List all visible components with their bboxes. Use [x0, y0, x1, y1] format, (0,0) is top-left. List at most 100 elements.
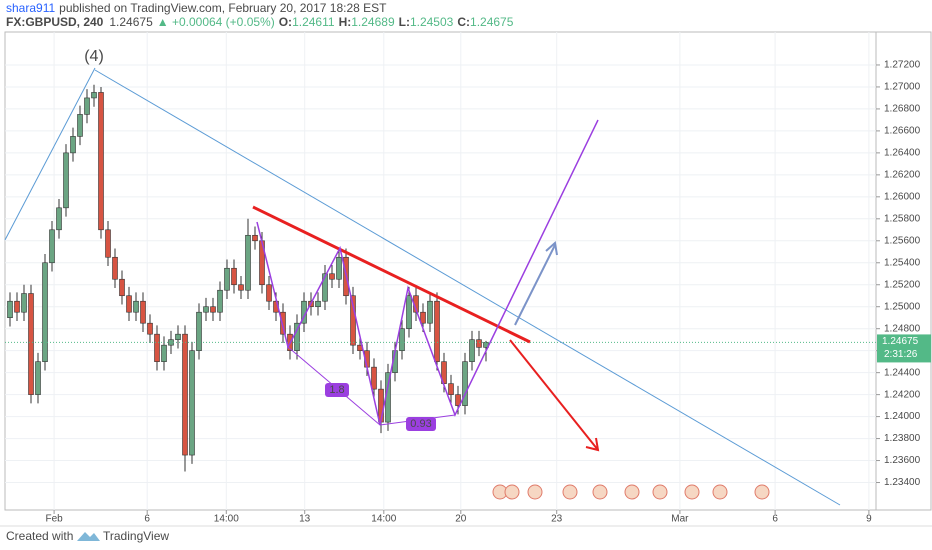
header-line-2: FX:GBPUSD, 240 1.24675 ▲ +0.00064 (+0.05%)… — [6, 15, 514, 29]
o-value: 1.24611 — [292, 15, 335, 29]
candle-body — [280, 311, 286, 335]
zigzag — [256, 119, 599, 426]
logo — [77, 532, 100, 541]
y-tick-label: 1.25400 — [884, 257, 921, 268]
candle-body — [140, 300, 146, 324]
event-icon[interactable] — [754, 484, 770, 500]
y-tick-label: 1.25200 — [884, 279, 921, 290]
x-tick-label: 20 — [455, 514, 467, 525]
candle-body — [35, 361, 41, 395]
candle-body — [406, 295, 412, 329]
candle-body — [175, 333, 181, 340]
event-icon[interactable] — [624, 484, 640, 500]
candle-body — [126, 295, 132, 313]
ratio-label: 1.8 — [329, 384, 344, 396]
y-tick-label: 1.27000 — [884, 82, 921, 93]
candle-body — [105, 229, 111, 258]
candle-body — [294, 322, 300, 351]
candle-body — [84, 97, 90, 115]
trend-line — [94, 69, 841, 506]
event-icon[interactable] — [527, 484, 543, 500]
c-value: 1.24675 — [470, 15, 514, 29]
candle-body — [182, 333, 188, 456]
candle-body — [469, 339, 475, 362]
candle-body — [147, 322, 153, 335]
y-tick-label: 1.26600 — [884, 126, 921, 137]
candle-body — [245, 234, 251, 291]
candle-body — [161, 344, 167, 362]
y-tick-label: 1.24400 — [884, 367, 921, 378]
footer-brand[interactable]: TradingView — [103, 529, 169, 543]
published: published on TradingView.com, February 2… — [59, 1, 387, 15]
candle-body — [196, 311, 202, 351]
candle-body — [49, 229, 55, 264]
candle-body — [154, 333, 160, 362]
y-tick-label: 1.27200 — [884, 60, 921, 71]
candle-body — [91, 92, 97, 99]
x-tick-label: 6 — [144, 514, 150, 525]
event-icon[interactable] — [592, 484, 608, 500]
x-tick-label: 14:00 — [371, 514, 396, 525]
candle-body — [252, 234, 258, 242]
candle-body — [399, 328, 405, 351]
candle-body — [56, 207, 62, 231]
h-label: H: — [339, 15, 352, 29]
y-tick-label: 1.26000 — [884, 191, 921, 202]
candle-body — [434, 300, 440, 362]
y-tick-label: 1.26400 — [884, 148, 921, 159]
candle-body — [14, 300, 20, 313]
grid: 1.27200 1.27000 1.26800 1.26600 1.26400 1.262… — [5, 31, 932, 525]
candle-body — [77, 114, 83, 137]
candle-body — [7, 300, 13, 319]
y-tick-label: 1.23800 — [884, 433, 921, 444]
resistance-line — [252, 205, 531, 344]
candle-body — [70, 136, 76, 154]
candle-body — [371, 366, 377, 390]
candle-body — [203, 306, 209, 313]
candle-body — [217, 289, 223, 313]
y-tick-label: 1.24800 — [884, 323, 921, 334]
candle-body — [350, 295, 356, 346]
y-tick-label: 1.24000 — [884, 411, 921, 422]
candle-body — [476, 339, 482, 348]
x-tick-label: 9 — [866, 514, 872, 525]
candle-body — [224, 267, 230, 291]
last-price-label: 1.24675 — [882, 336, 919, 347]
arrow-head — [585, 437, 600, 452]
x-tick-label: 6 — [772, 514, 778, 525]
y-tick-label: 1.23600 — [884, 455, 921, 466]
candle-body — [98, 92, 104, 231]
event-icon[interactable] — [712, 484, 728, 500]
ratio-box — [325, 383, 349, 397]
candle-body — [231, 267, 237, 286]
o-label: O: — [279, 15, 292, 29]
l-label: L: — [399, 15, 410, 29]
wave-label: (4) — [84, 48, 104, 65]
ratio-label: 0.93 — [410, 418, 431, 430]
x-tick-label: 13 — [299, 514, 311, 525]
y-tick-label: 1.25000 — [884, 301, 921, 312]
x-tick-label: Feb — [45, 514, 63, 525]
c-label: C: — [457, 15, 470, 29]
y-tick-label: 1.26800 — [884, 104, 921, 115]
author[interactable]: shara911 — [6, 1, 55, 15]
event-icon[interactable] — [684, 484, 700, 500]
candle-body — [329, 273, 335, 280]
event-icon[interactable] — [504, 484, 520, 500]
change: ▲ +0.00064 (+0.05%) — [157, 15, 275, 29]
event-icon[interactable] — [562, 484, 578, 500]
y-tick-label: 1.26200 — [884, 169, 921, 180]
candle-body — [28, 293, 34, 395]
l-value: 1.24503 — [410, 15, 454, 29]
candle-body — [266, 284, 272, 302]
event-icon[interactable] — [652, 484, 668, 500]
y-tick-label: 1.25800 — [884, 213, 921, 224]
arrow-head — [545, 241, 558, 256]
y-tick-label: 1.24200 — [884, 389, 921, 400]
y-tick-label: 1.25600 — [884, 235, 921, 246]
candle-body — [448, 383, 454, 395]
candle-body — [119, 278, 125, 297]
last: 1.24675 — [109, 15, 153, 29]
